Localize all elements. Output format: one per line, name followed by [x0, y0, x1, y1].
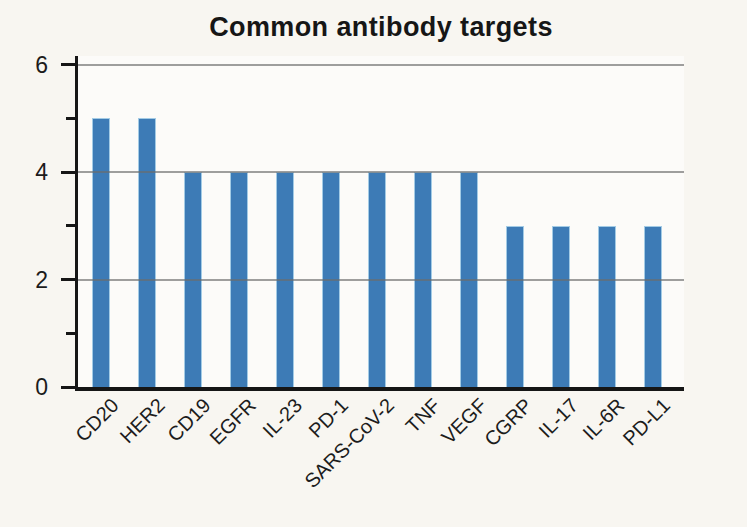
y-tick-label-2: 2 — [4, 266, 48, 294]
y-tick-label-6: 6 — [4, 51, 48, 79]
bar-PD-L1 — [644, 226, 662, 387]
y-minor-tick-5 — [66, 117, 75, 120]
x-tick-label-PD-L1: PD-L1 — [619, 394, 675, 450]
x-axis-line — [75, 387, 684, 391]
y-axis-line — [75, 56, 78, 391]
gridline-4 — [78, 171, 684, 173]
x-tick-label-CD20: CD20 — [71, 394, 123, 446]
x-tick-label-IL-17: IL-17 — [535, 394, 584, 443]
chart: Common antibody targets CD20HER2CD19EGFR… — [0, 0, 747, 527]
x-tick-label-CD19: CD19 — [163, 394, 215, 446]
x-tick-label-IL-23: IL-23 — [259, 394, 308, 443]
bar-HER2 — [138, 118, 156, 387]
bar-IL-6R — [598, 226, 616, 387]
x-tick-label-EGFR: EGFR — [206, 394, 262, 450]
bar-CGRP — [506, 226, 524, 387]
y-tick-label-4: 4 — [4, 158, 48, 186]
chart-title: Common antibody targets — [78, 12, 684, 43]
bar-CD20 — [92, 118, 110, 387]
gridline-2 — [78, 279, 684, 281]
bar-IL-17 — [552, 226, 570, 387]
y-major-tick-0 — [61, 386, 75, 389]
y-minor-tick-1 — [66, 332, 75, 335]
y-major-tick-2 — [61, 278, 75, 281]
x-tick-label-VEGF: VEGF — [436, 394, 491, 449]
y-minor-tick-3 — [66, 224, 75, 227]
y-major-tick-6 — [61, 63, 75, 66]
gridline-6 — [78, 64, 684, 66]
x-tick-label-CGRP: CGRP — [480, 394, 537, 451]
x-tick-label-HER2: HER2 — [115, 394, 169, 448]
y-major-tick-4 — [61, 171, 75, 174]
y-tick-label-0: 0 — [4, 373, 48, 401]
